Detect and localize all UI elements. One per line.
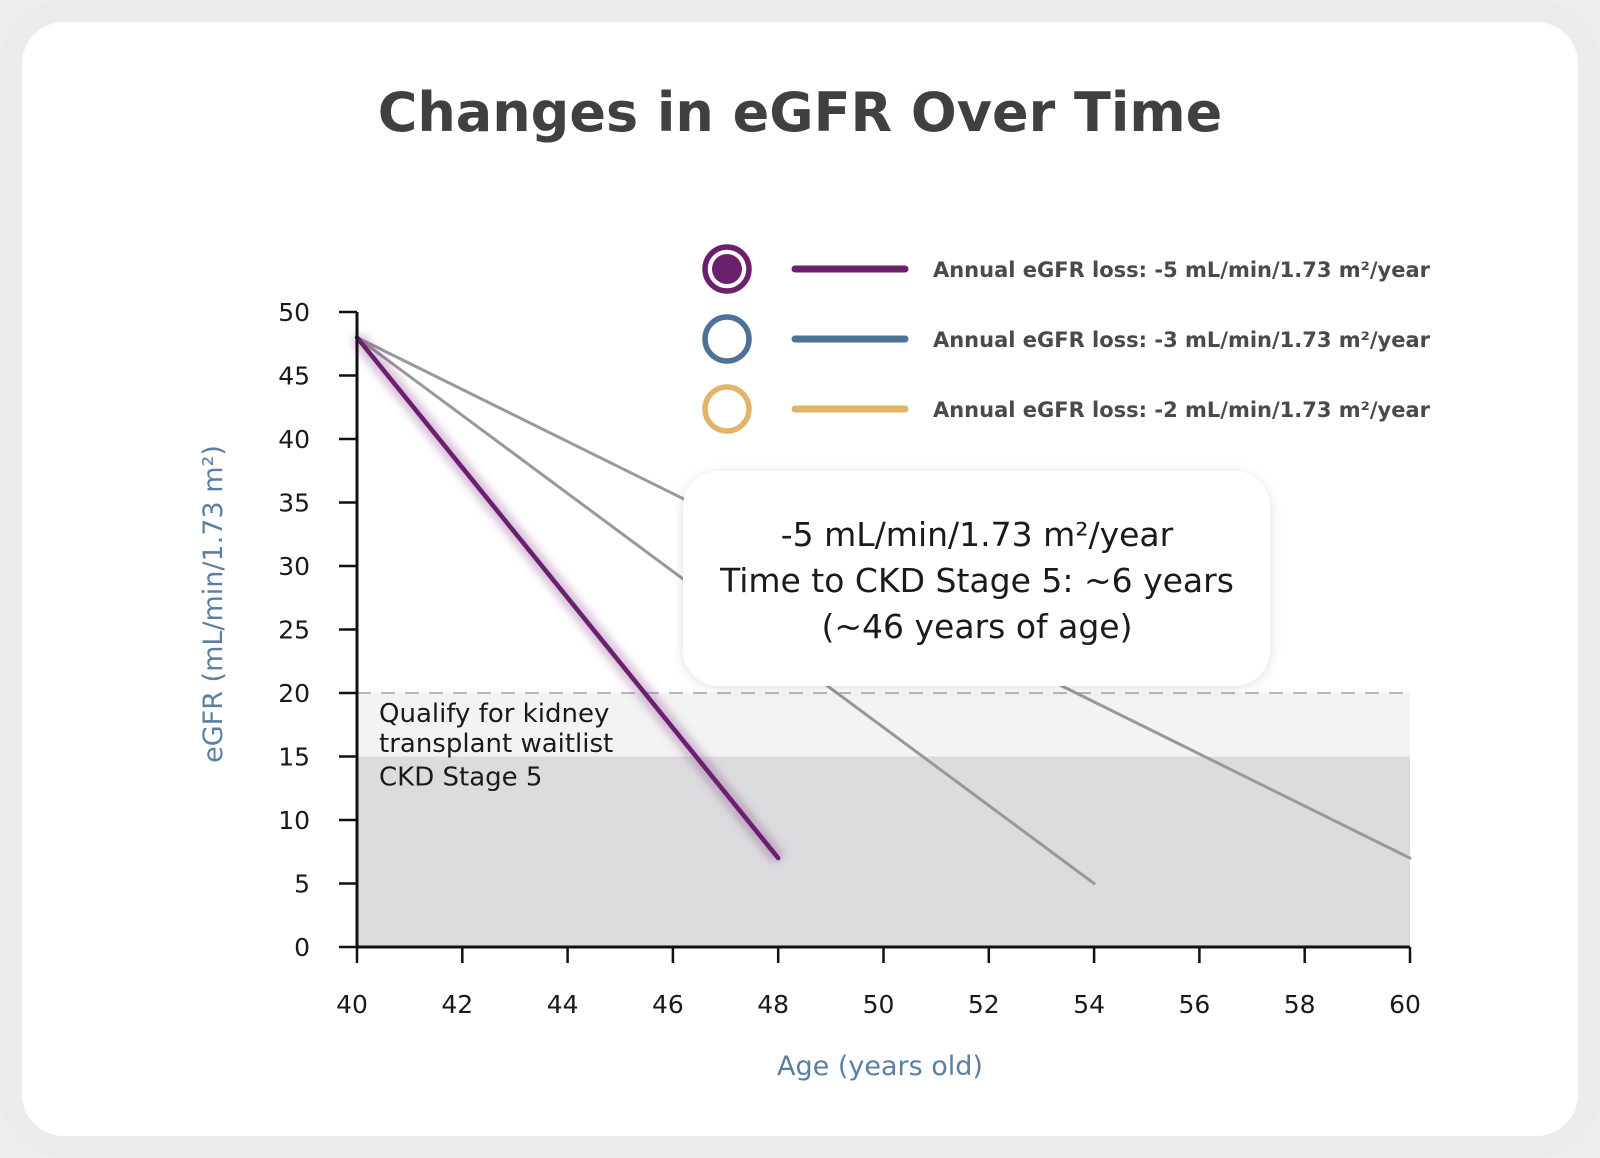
x-tick-label-50: 50 — [863, 990, 895, 1019]
y-tick-label-10: 10 — [278, 806, 310, 835]
y-tick-label-40: 40 — [278, 425, 310, 454]
zone-band-1 — [357, 756, 1410, 947]
zone-band-0 — [357, 693, 1410, 757]
axes-layer: 0 5 10 15 20 25 30 35 40 45 50 40 42 44 46 48 50 52 54 56 58… — [278, 298, 1421, 1019]
zone-label-0-0: Qualify for kidney — [379, 699, 609, 729]
callout-background — [683, 471, 1270, 686]
legend-marker-fill-0 — [712, 254, 742, 284]
y-tick-label-30: 30 — [278, 552, 310, 581]
legend-label-2: Annual eGFR loss: -2 mL/min/1.73 m²/year — [933, 398, 1431, 422]
x-tick-label-40: 40 — [336, 990, 368, 1019]
zone-label-1-0: CKD Stage 5 — [379, 763, 542, 793]
callout-line-0: -5 mL/min/1.73 m²/year — [781, 515, 1174, 554]
y-tick-label-15: 15 — [278, 743, 310, 772]
y-tick-label-5: 5 — [294, 870, 310, 899]
y-tick-label-35: 35 — [278, 489, 310, 518]
y-axis-label: eGFR (mL/min/1.73 m²) — [198, 445, 229, 763]
y-tick-label-25: 25 — [278, 616, 310, 645]
x-axis-label: Age (years old) — [777, 1051, 983, 1082]
x-tick-label-54: 54 — [1073, 990, 1105, 1019]
callout-line-1: Time to CKD Stage 5: ~6 years — [719, 561, 1234, 600]
x-tick-label-42: 42 — [441, 990, 473, 1019]
zone-label-0-1: transplant waitlist — [379, 729, 613, 759]
callout-line-2: (~46 years of age) — [822, 607, 1133, 646]
x-tick-label-58: 58 — [1284, 990, 1316, 1019]
x-tick-label-56: 56 — [1178, 990, 1210, 1019]
x-tick-label-48: 48 — [757, 990, 789, 1019]
x-tick-label-52: 52 — [968, 990, 1000, 1019]
legend-label-1: Annual eGFR loss: -3 mL/min/1.73 m²/year — [933, 328, 1431, 352]
x-tick-label-46: 46 — [652, 990, 684, 1019]
legend-marker-1 — [702, 314, 752, 364]
legend: Annual eGFR loss: -5 mL/min/1.73 m²/year… — [702, 244, 1431, 434]
x-tick-label-60: 60 — [1389, 990, 1421, 1019]
callout-box: -5 mL/min/1.73 m²/year Time to CKD Stage … — [683, 471, 1270, 686]
x-tick-label-44: 44 — [547, 990, 579, 1019]
legend-label-0: Annual eGFR loss: -5 mL/min/1.73 m²/year — [933, 258, 1431, 282]
chart-title: Changes in eGFR Over Time — [378, 81, 1223, 144]
y-tick-label-20: 20 — [278, 679, 310, 708]
y-tick-label-50: 50 — [278, 298, 310, 327]
legend-marker-2 — [702, 384, 752, 434]
y-tick-label-0: 0 — [294, 933, 310, 962]
series-line-0 — [354, 335, 781, 861]
y-tick-label-45: 45 — [278, 362, 310, 391]
